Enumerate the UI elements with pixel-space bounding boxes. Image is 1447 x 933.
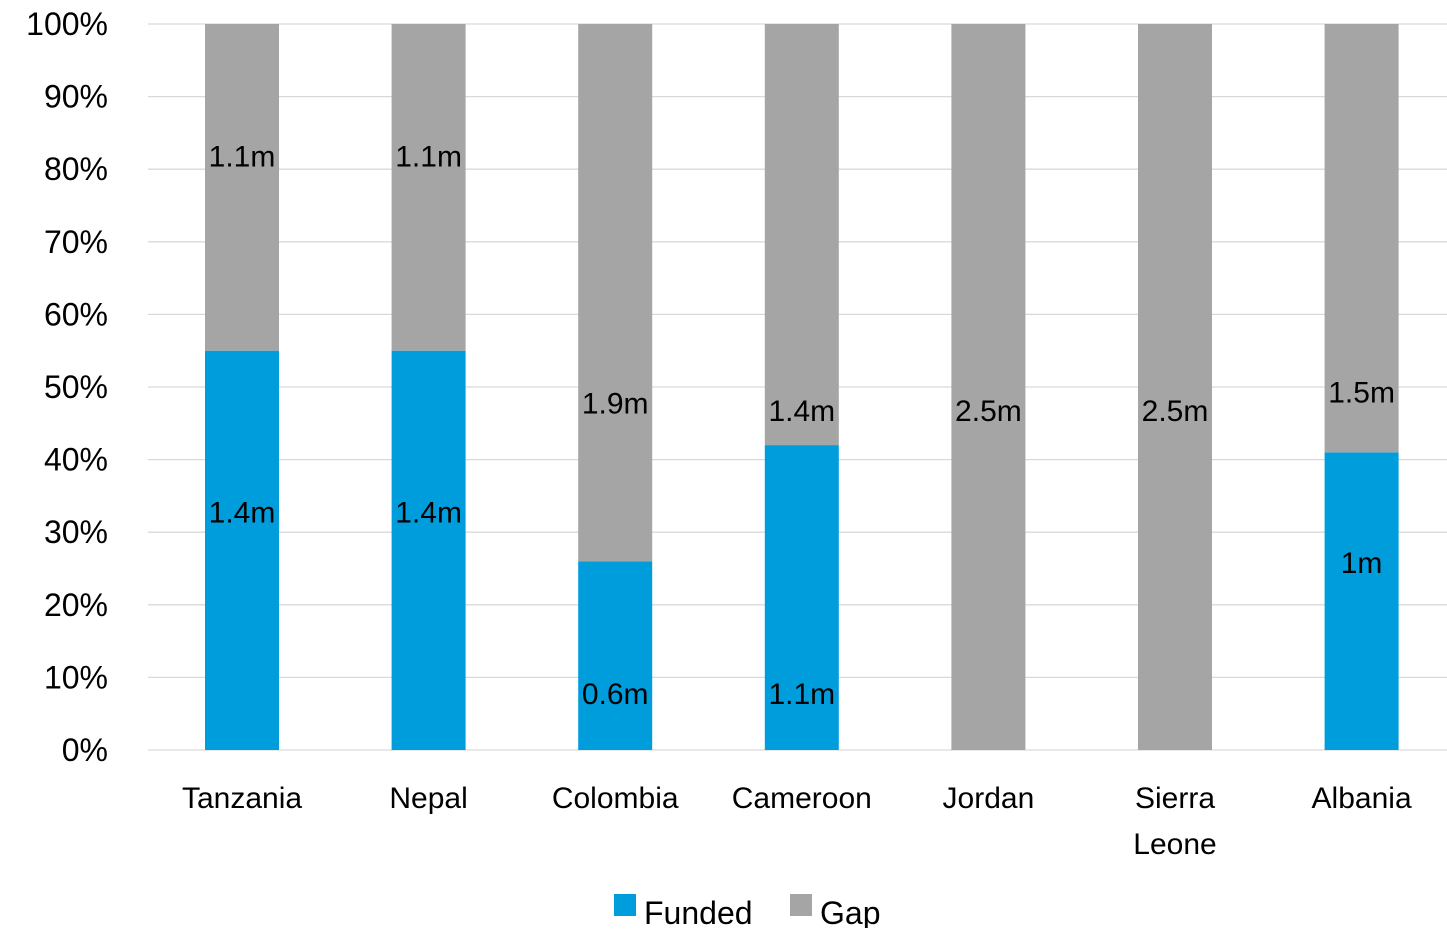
legend-swatch-funded xyxy=(614,894,636,916)
data-label-funded: 1.1m xyxy=(768,678,835,711)
y-tick-label: 50% xyxy=(44,369,108,405)
bars xyxy=(205,24,1399,750)
x-tick-label: Tanzania xyxy=(182,782,302,815)
legend-swatch-gap xyxy=(790,894,812,916)
bar-funded-colombia xyxy=(578,561,653,750)
bar-gap-jordan xyxy=(951,24,1026,750)
y-tick-label: 0% xyxy=(62,732,108,768)
data-label-funded: 1.4m xyxy=(209,496,276,529)
y-tick-label: 100% xyxy=(26,6,108,42)
x-axis-tick-labels: Tanzania Nepal Colombia Cameroon Jordan Sierr… xyxy=(182,782,1412,861)
legend-label-gap: Gap xyxy=(820,895,880,928)
y-tick-label: 90% xyxy=(44,79,108,115)
y-tick-label: 40% xyxy=(44,442,108,478)
data-label-gap: 2.5m xyxy=(955,395,1022,428)
x-tick-label: Albania xyxy=(1312,782,1412,815)
y-axis-tick-labels: 0% 10% 20% 30% 40% 50% 60% 70% 80% 90% 100% xyxy=(26,6,108,768)
x-tick-label: Colombia xyxy=(552,782,679,815)
bar-gap-colombia xyxy=(578,24,653,562)
data-label-gap: 1.1m xyxy=(209,141,276,174)
x-tick-label: Jordan xyxy=(943,782,1035,815)
y-tick-label: 10% xyxy=(44,659,108,695)
x-tick-label: Nepal xyxy=(389,782,467,815)
data-label-gap: 1.1m xyxy=(395,141,462,174)
data-label-funded: 1.4m xyxy=(395,496,462,529)
bar-funded-albania xyxy=(1324,452,1399,750)
bar-gap-sierra-leone xyxy=(1138,24,1212,750)
data-label-gap: 2.5m xyxy=(1142,395,1209,428)
bar-gap-cameroon xyxy=(764,24,839,446)
y-tick-label: 20% xyxy=(44,587,108,623)
y-tick-label: 70% xyxy=(44,224,108,260)
data-label-gap: 1.9m xyxy=(582,388,649,421)
y-tick-label: 60% xyxy=(44,296,108,332)
bar-funded-tanzania xyxy=(205,350,279,750)
y-tick-label: 30% xyxy=(44,514,108,550)
x-tick-label: Cameroon xyxy=(732,782,872,815)
bar-gap-albania xyxy=(1324,24,1399,453)
data-labels: 1.4m 1.1m 1.4m 1.1m 0.6m 1.9m 1.1m 1.4m 2.5m 2.5m… xyxy=(209,141,1395,711)
y-tick-label: 80% xyxy=(44,151,108,187)
data-label-gap: 1.4m xyxy=(768,395,835,428)
data-label-funded: 0.6m xyxy=(582,678,649,711)
bar-gap-nepal xyxy=(391,24,466,351)
legend-label-funded: Funded xyxy=(644,895,753,928)
data-label-gap: 1.5m xyxy=(1328,377,1395,410)
x-tick-label: Sierra xyxy=(1135,782,1215,815)
data-label-funded: 1m xyxy=(1341,547,1383,580)
legend: Funded Gap xyxy=(614,894,880,931)
bar-funded-cameroon xyxy=(764,445,839,750)
x-tick-label: Leone xyxy=(1133,828,1216,861)
bar-gap-tanzania xyxy=(205,24,279,351)
bar-funded-nepal xyxy=(391,350,466,750)
